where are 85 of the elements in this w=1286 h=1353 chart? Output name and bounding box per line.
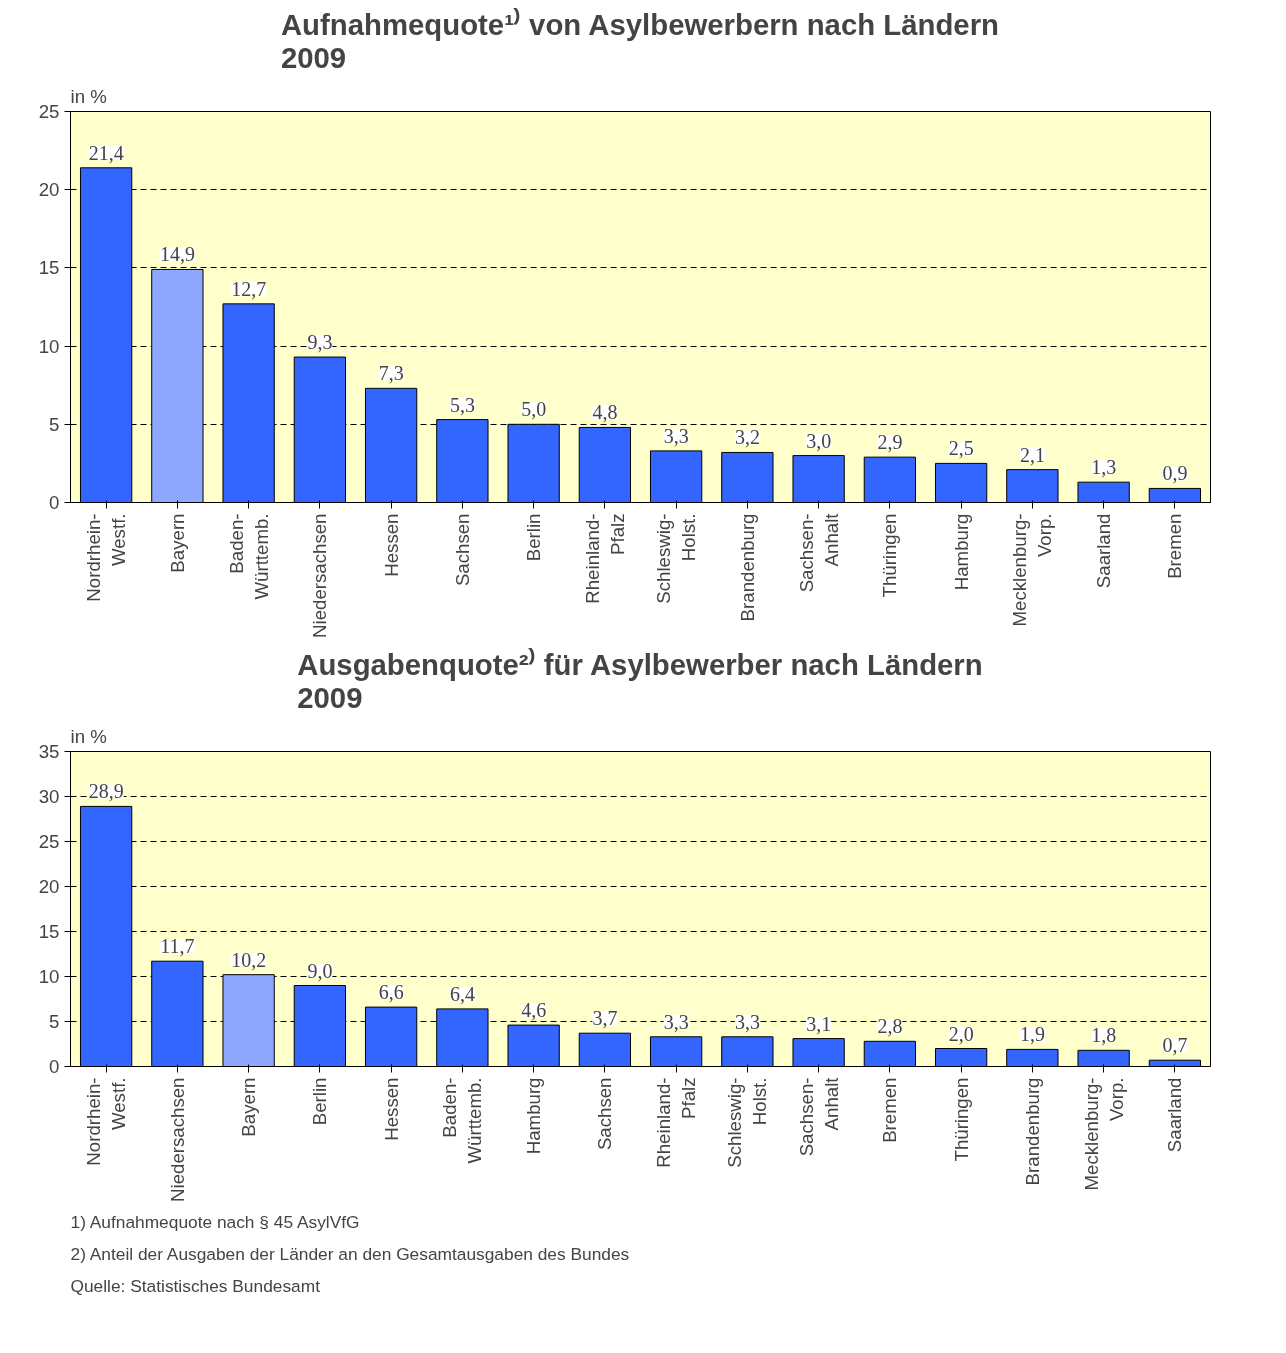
x-tick-label: Bremen	[1164, 513, 1186, 579]
data-label: 3,2	[734, 426, 760, 449]
data-label: 2,5	[948, 437, 974, 460]
x-tick-label: Berlin	[523, 513, 545, 562]
x-tick-label: Schleswig- Holst.	[724, 1077, 771, 1168]
y-tick-label: 35	[38, 741, 60, 762]
data-label: 2,0	[948, 1022, 974, 1045]
x-tick-label: Bremen	[879, 1077, 901, 1143]
data-label: 1,8	[1091, 1024, 1117, 1047]
data-label: 0,7	[1162, 1034, 1188, 1057]
x-tick-label: Hamburg	[523, 1077, 545, 1155]
y-tick-label: 5	[49, 1011, 60, 1032]
x-tick-label: Niedersachsen	[166, 1077, 188, 1202]
x-tick-label: Brandenburg	[1021, 1077, 1043, 1186]
y-tick-label: 10	[38, 966, 60, 987]
x-tick-label: Nordrhein- Westf.	[83, 1077, 130, 1166]
y-axis-title: in %	[70, 725, 107, 747]
x-tick-label: Saarland	[1164, 1077, 1186, 1153]
x-tick-label: Hessen	[380, 513, 402, 577]
x-tick-label: Nordrhein- Westf.	[83, 513, 130, 602]
x-tick-label: Sachsen	[594, 1077, 616, 1151]
data-label: 9,3	[307, 331, 333, 354]
data-label: 2,1	[1019, 443, 1045, 466]
data-label: 3,1	[806, 1012, 832, 1035]
y-axis-title: in %	[70, 85, 107, 107]
data-label: 5,3	[449, 393, 475, 416]
chart-title: Ausgabenquote²⁾ für Asylbewerber nach Ländern 2009	[297, 646, 983, 714]
y-tick-label: 25	[38, 101, 60, 122]
x-tick-label: Sachsen- Anhalt	[795, 512, 842, 593]
x-tick-label: Bayern	[238, 1077, 260, 1137]
x-tick-label: Sachsen- Anhalt	[795, 1076, 842, 1157]
data-label: 3,7	[592, 1007, 618, 1030]
x-tick-label: Brandenburg	[736, 513, 758, 622]
y-tick-label: 30	[38, 786, 60, 807]
data-label: 28,9	[88, 780, 124, 803]
y-tick-label: 10	[38, 335, 60, 357]
data-label: 7,3	[378, 362, 404, 385]
y-tick-label: 20	[38, 179, 60, 201]
x-tick-label: Berlin	[309, 1077, 331, 1126]
data-label: 3,0	[806, 429, 832, 452]
x-tick-label: Baden- Württemb.	[225, 513, 272, 600]
data-label: 2,9	[877, 431, 903, 454]
text: 1) Aufnahmequote nach § 45 AsylVfG	[70, 1211, 360, 1232]
data-label: 6,6	[378, 981, 404, 1004]
data-label: 1,9	[1019, 1023, 1045, 1046]
x-tick-label: Mecklenburg- Vorp.	[1009, 513, 1056, 627]
y-tick-label: 5	[49, 413, 60, 435]
x-tick-label: Thüringen	[879, 513, 901, 598]
data-label: 3,3	[663, 1010, 689, 1033]
data-label: 12,7	[231, 277, 267, 300]
x-tick-label: Schleswig- Holst.	[653, 513, 700, 604]
data-label: 3,3	[734, 1010, 760, 1033]
y-tick-label: 20	[38, 876, 60, 897]
data-label: 3,3	[663, 424, 689, 447]
x-tick-label: Rheinland- Pfalz	[653, 1077, 700, 1168]
data-label: 10,2	[231, 948, 267, 971]
x-tick-label: Baden- Württemb.	[439, 1077, 486, 1164]
y-tick-label: 25	[38, 831, 60, 852]
x-tick-label: Saarland	[1093, 513, 1115, 589]
x-tick-label: Bayern	[166, 513, 188, 573]
data-label: 11,7	[160, 935, 195, 958]
data-label: 21,4	[88, 141, 124, 164]
y-tick-label: 0	[49, 1056, 60, 1077]
y-tick-label: 15	[38, 921, 60, 942]
source-note: Quelle: Statistisches Bundesamt	[70, 1275, 321, 1296]
data-label: 0,9	[1162, 462, 1188, 485]
data-label: 14,9	[159, 243, 195, 266]
data-label: 1,3	[1091, 456, 1117, 479]
data-label: 9,0	[307, 959, 333, 982]
x-tick-label: Sachsen	[451, 513, 473, 587]
x-tick-label: Hamburg	[950, 513, 972, 591]
data-label: 4,8	[592, 401, 618, 424]
y-tick-label: 15	[38, 257, 60, 279]
data-label: 4,6	[521, 999, 547, 1022]
chart-title: Aufnahmequote¹⁾ von Asylbewerbern nach Ländern 2009	[280, 6, 999, 74]
x-tick-label: Rheinland- Pfalz	[581, 513, 628, 604]
x-tick-label: Thüringen	[950, 1077, 972, 1162]
data-label: 2,8	[877, 1015, 903, 1038]
y-tick-label: 0	[49, 492, 60, 513]
text: 2) Anteil der Ausgaben der Länder an den Gesamtausgaben des Bundes	[70, 1243, 630, 1264]
x-tick-label: Hessen	[380, 1077, 402, 1141]
data-label: 5,0	[521, 398, 547, 421]
x-tick-label: Mecklenburg- Vorp.	[1080, 1077, 1127, 1191]
data-label: 6,4	[449, 982, 475, 1005]
x-tick-label: Niedersachsen	[309, 513, 331, 638]
